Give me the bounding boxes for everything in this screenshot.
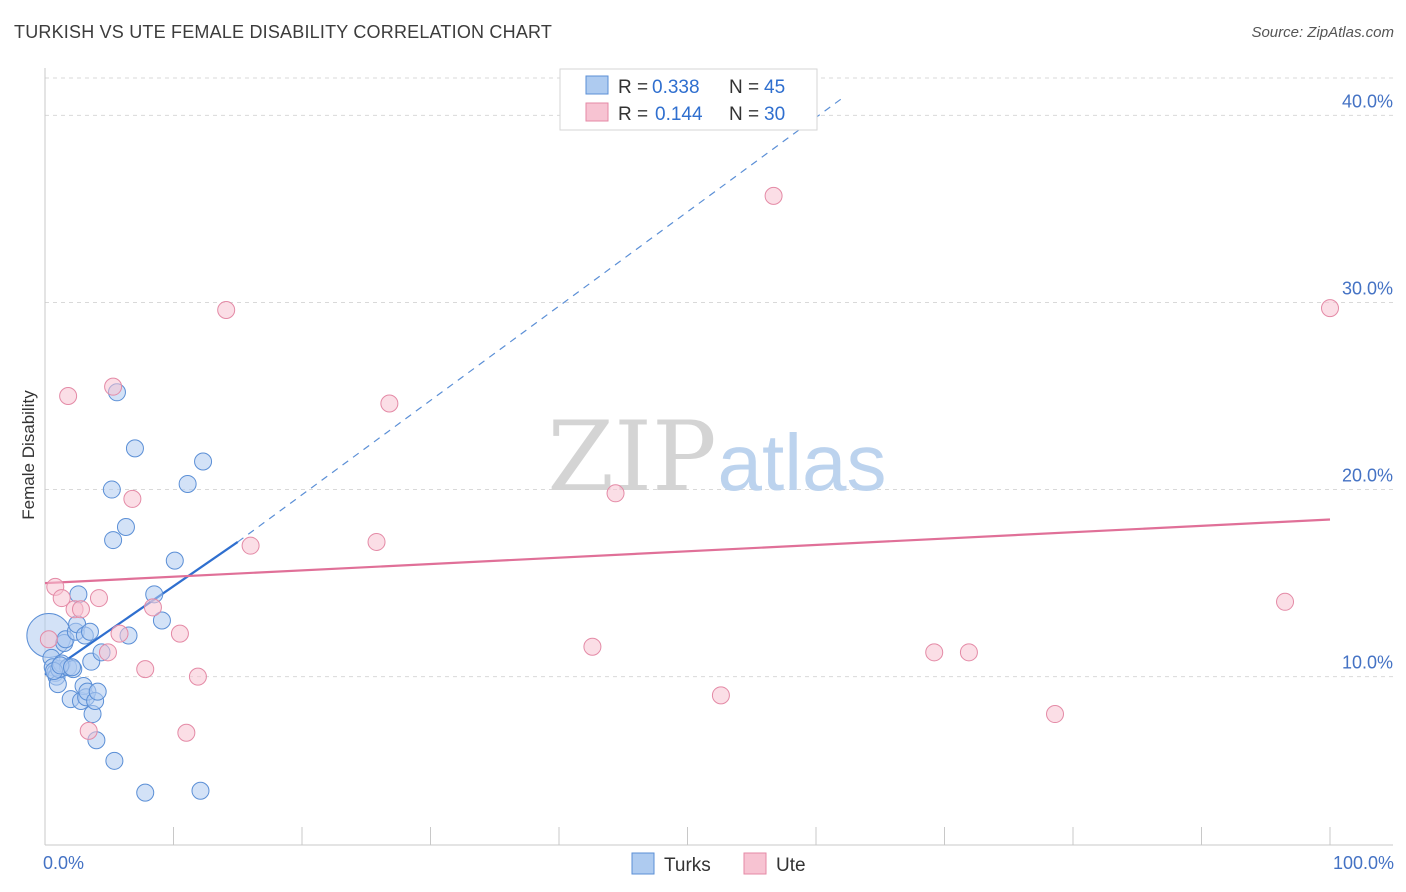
trendlines (44, 98, 1331, 676)
y-axis-title: Female Disability (19, 390, 38, 520)
bottom-legend-label-turks[interactable]: Turks (664, 855, 711, 876)
point-ute (104, 377, 123, 396)
point-ute (59, 387, 78, 406)
source-label: Source: ZipAtlas.com (1251, 24, 1394, 41)
point-ute (39, 630, 58, 649)
y-tick-label: 10.0% (1342, 653, 1393, 673)
point-turks (178, 474, 197, 493)
point-ute (1321, 299, 1339, 318)
y-tick-label: 40.0% (1342, 91, 1393, 111)
legend-swatch-turks (585, 75, 609, 95)
watermark: ZIP atlas (547, 401, 886, 513)
legend-n-value-turks: 45 (764, 77, 785, 98)
point-turks (152, 611, 171, 630)
point-turks (88, 682, 107, 701)
point-ute (98, 643, 117, 662)
point-turks (69, 585, 88, 604)
y-tick-label: 30.0% (1342, 278, 1393, 298)
trendline-turks-extension (237, 98, 843, 543)
point-ute (959, 643, 978, 662)
tick-labels: 10.0% 20.0% 30.0% 40.0% 0.0% 100.0% (43, 91, 1394, 873)
point-ute (711, 686, 730, 705)
x-tick-label: 100.0% (1333, 853, 1394, 873)
legend-r-label-ute: R = (618, 104, 648, 125)
point-ute (79, 721, 98, 740)
point-ute (136, 660, 155, 679)
point-ute (1276, 592, 1295, 611)
legend-n-label-turks: N = (729, 77, 759, 98)
point-ute (583, 637, 602, 656)
point-turks (116, 517, 135, 536)
chart-title: TURKISH VS UTE FEMALE DISABILITY CORRELA… (14, 22, 553, 42)
point-ute (764, 186, 783, 205)
grid-lines (45, 77, 1393, 678)
legend-r-value-ute: 0.144 (655, 104, 703, 125)
watermark-zip: ZIP (547, 401, 716, 513)
correlation-legend: R = 0.338 N = 45 R = 0.144 N = 30 (559, 68, 818, 131)
point-turks (80, 622, 99, 641)
point-turks (191, 781, 210, 800)
legend-r-label-turks: R = (618, 77, 648, 98)
point-ute (606, 484, 625, 503)
legend-n-label-ute: N = (729, 104, 759, 125)
x-tick-label: 0.0% (43, 853, 84, 873)
trendline-turks (44, 541, 239, 676)
point-turks (104, 531, 123, 550)
point-ute (170, 624, 189, 643)
point-ute (52, 589, 71, 608)
point-turks (194, 452, 213, 471)
trendline-ute (44, 518, 1331, 585)
point-ute (177, 723, 196, 742)
point-ute (241, 536, 260, 555)
series-legend: Turks Ute (631, 852, 806, 876)
point-ute (89, 589, 108, 608)
y-tick-label: 20.0% (1342, 466, 1393, 486)
point-ute (188, 667, 207, 686)
point-ute (367, 532, 386, 551)
bottom-legend-swatch-turks[interactable] (631, 852, 655, 875)
point-ute (110, 624, 129, 643)
watermark-atlas: atlas (718, 418, 887, 507)
bottom-legend-label-ute[interactable]: Ute (776, 855, 806, 876)
point-ute (143, 598, 162, 617)
point-ute (925, 643, 944, 662)
point-turks (125, 439, 144, 458)
point-turks (102, 480, 121, 499)
point-turks (105, 751, 124, 770)
axes (44, 68, 1393, 846)
point-turks (62, 658, 81, 677)
legend-n-value-ute: 30 (764, 104, 785, 125)
point-ute (380, 394, 399, 413)
point-ute (123, 489, 142, 508)
point-turks (165, 551, 184, 570)
legend-r-value-turks: 0.338 (652, 77, 700, 98)
point-ute (1046, 705, 1065, 724)
legend-swatch-ute (585, 102, 609, 122)
point-turks (136, 783, 155, 802)
point-ute (71, 600, 90, 619)
data-points (26, 186, 1339, 802)
point-ute (217, 300, 236, 319)
bottom-legend-swatch-ute[interactable] (743, 852, 767, 875)
